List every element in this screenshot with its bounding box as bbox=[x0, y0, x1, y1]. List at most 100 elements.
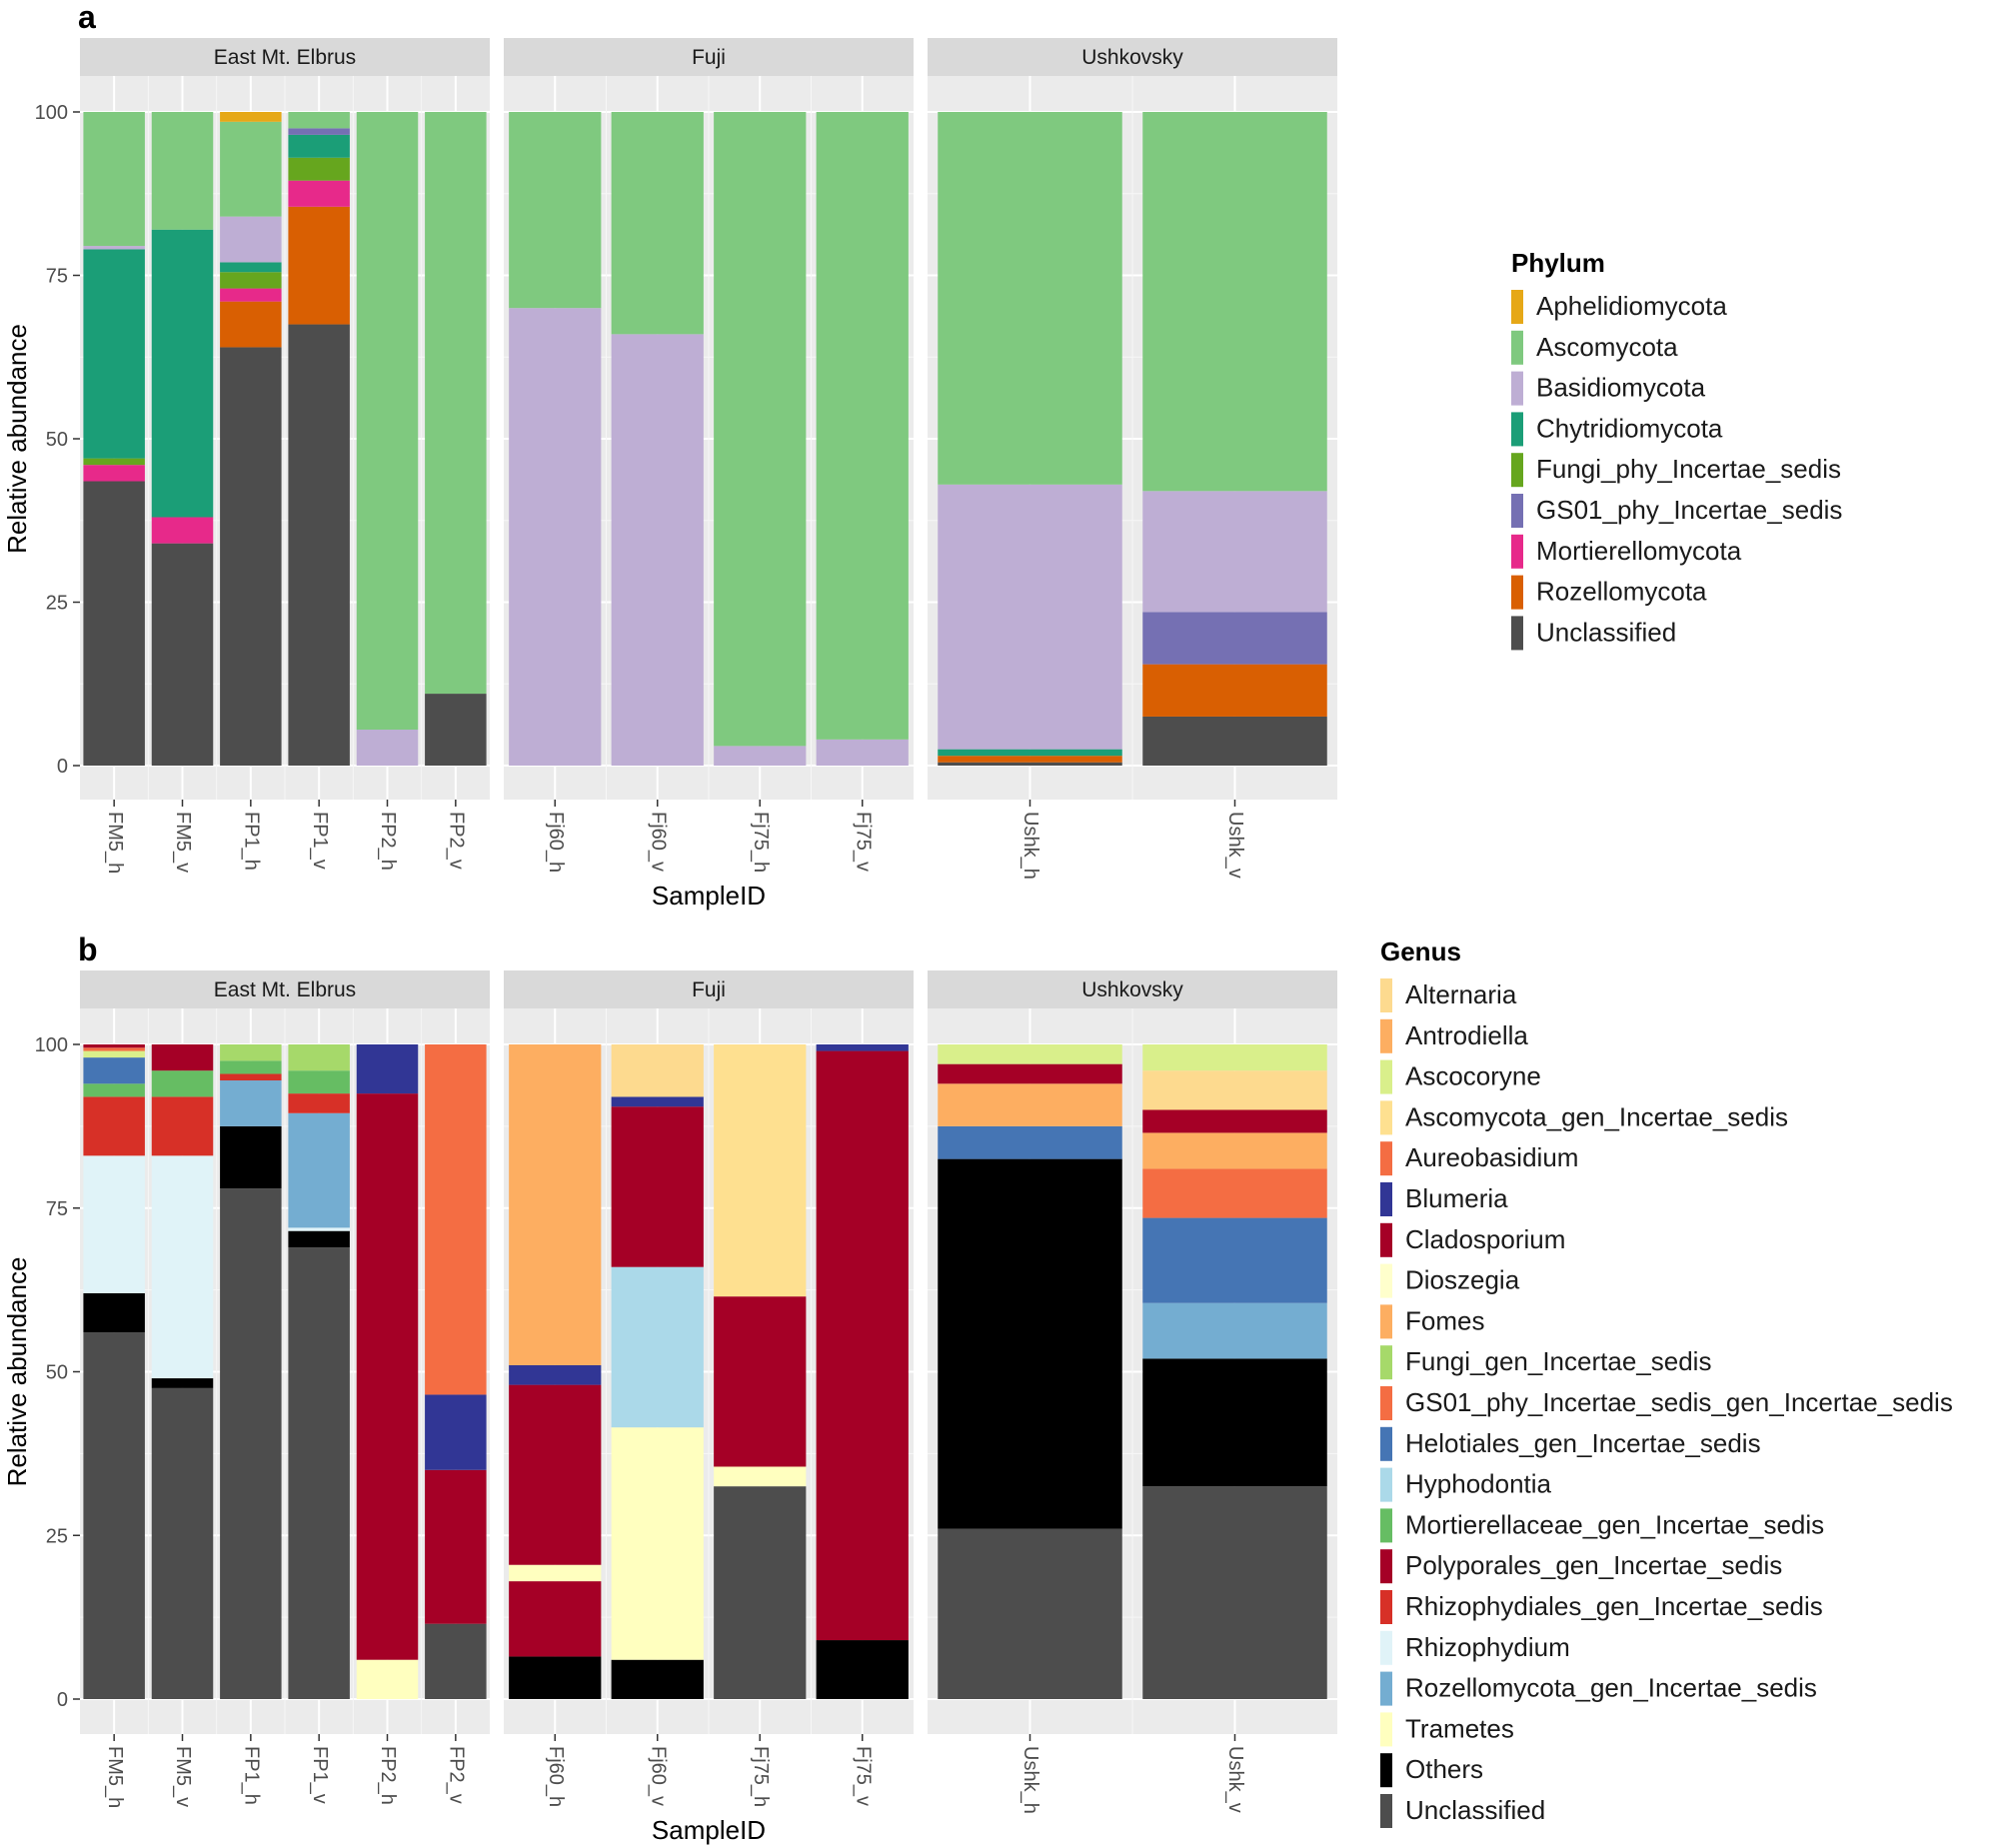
facet-title: Ushkovsky bbox=[1081, 46, 1183, 69]
x-tick-label: FM5_h bbox=[104, 1746, 126, 1808]
bar-segment-ushk-h-rozellomycota bbox=[938, 756, 1122, 763]
facet-fuji: Fuji Fj60_h Fj60_v Fj75_h Fj75_v bbox=[504, 970, 914, 1807]
bar-segment-ushk-v-gs01-phy-incertae-sedis bbox=[1142, 612, 1327, 665]
bar-segment-fp1-v-rhizophydiales-gen-incertae-sedis bbox=[288, 1093, 350, 1113]
bar-segment-fp1-v-mortierellaceae-gen-incertae-sedis bbox=[288, 1070, 350, 1094]
x-tick-label: Fj60_v bbox=[647, 1746, 669, 1806]
legend-swatch bbox=[1511, 412, 1523, 447]
bar-segment-ushk-v-fomes bbox=[1142, 1132, 1327, 1169]
bar-segment-fm5-h-mortierellomycota bbox=[83, 465, 145, 482]
bar-segment-fp1-v-fungi-gen-incertae-sedis bbox=[288, 1044, 350, 1071]
bar-segment-ushk-v-others bbox=[1142, 1358, 1327, 1487]
bar-segment-fm5-h-basidiomycota bbox=[83, 246, 145, 250]
bar-segment-ushk-v-unclassified bbox=[1142, 1486, 1327, 1699]
legend-label: Fomes bbox=[1405, 1305, 1484, 1335]
bar-segment-fm5-v-rhizophydium bbox=[151, 1155, 214, 1379]
facet-title: Fuji bbox=[692, 46, 726, 69]
legend-label: Alternaria bbox=[1405, 979, 1517, 1009]
legend-label: Fungi_phy_Incertae_sedis bbox=[1536, 454, 1841, 484]
bar-segment-ushk-h-basidiomycota bbox=[938, 484, 1122, 750]
bar-segment-fp1-h-rozellomycota-gen-incertae-sedis bbox=[220, 1080, 282, 1126]
bar-segment-fp2-v-unclassified bbox=[425, 1623, 487, 1699]
y-tick-label: 100 bbox=[35, 102, 68, 124]
bar-segment-fp1-h-basidiomycota bbox=[220, 216, 282, 263]
legend-label: Mortierellaceae_gen_Incertae_sedis bbox=[1405, 1509, 1824, 1539]
x-tick-label: Fj75_h bbox=[750, 812, 772, 873]
bar-segment-fm5-v-unclassified bbox=[151, 1387, 214, 1699]
x-axis-title: SampleID bbox=[652, 881, 766, 911]
x-tick-label: Fj75_v bbox=[852, 812, 874, 872]
y-tick-label: 75 bbox=[46, 1198, 68, 1220]
bar-segment-fm5-h-ascomycota bbox=[83, 112, 145, 247]
x-tick-label: Fj60_v bbox=[647, 812, 669, 872]
bar-segment-fj60-h-others bbox=[509, 1656, 602, 1699]
bar-segment-ushk-h-ascomycota bbox=[938, 112, 1122, 485]
legend-label: Cladosporium bbox=[1405, 1224, 1565, 1254]
legend-swatch bbox=[1380, 978, 1392, 1012]
bar-segment-fj60-h-antrodiella bbox=[509, 1044, 602, 1365]
x-tick-label: FP2_h bbox=[377, 812, 399, 871]
x-tick-label: FP2_v bbox=[446, 812, 468, 870]
bar-segment-fm5-h-rhizophydiales-gen-incertae-sedis bbox=[83, 1096, 145, 1156]
x-tick-label: Ushk_h bbox=[1019, 812, 1041, 880]
facet-strip bbox=[80, 970, 490, 1008]
legend-label: Rhizophydium bbox=[1405, 1632, 1570, 1662]
bar-segment-fj60-h-basidiomycota bbox=[509, 308, 602, 766]
bar-segment-fp1-h-aphelidiomycota bbox=[220, 112, 282, 122]
bar-segment-fj75-h-cladosporium bbox=[714, 1296, 807, 1467]
bar-segment-fp1-v-ascomycota bbox=[288, 112, 350, 129]
bar-segment-fp2-v-blumeria bbox=[425, 1394, 487, 1470]
bar-segment-fm5-v-mortierellomycota bbox=[151, 517, 214, 544]
bar-segment-fm5-h-chytridiomycota bbox=[83, 249, 145, 459]
legend-label: Hyphodontia bbox=[1405, 1469, 1552, 1499]
legend-label: Ascomycota_gen_Incertae_sedis bbox=[1405, 1101, 1788, 1131]
legend-swatch bbox=[1511, 330, 1523, 365]
facet-strip bbox=[80, 38, 490, 76]
bar-segment-ushk-h-unclassified bbox=[938, 762, 1122, 766]
x-tick-label: FP1_h bbox=[241, 812, 263, 871]
bar-segment-fp2-h-trametes bbox=[356, 1659, 419, 1699]
legend-swatch bbox=[1380, 1753, 1392, 1788]
bar-segment-fp1-h-rhizophydiales-gen-incertae-sedis bbox=[220, 1073, 282, 1081]
legend-swatch bbox=[1380, 1467, 1392, 1502]
bar-segment-ushk-h-chytridiomycota bbox=[938, 749, 1122, 757]
bar-segment-fp1-h-fungi-gen-incertae-sedis bbox=[220, 1044, 282, 1061]
x-axis-title: SampleID bbox=[652, 1815, 766, 1845]
facet-title: Ushkovsky bbox=[1081, 978, 1183, 1001]
bar-segment-fm5-h-others bbox=[83, 1292, 145, 1333]
bar-segment-fj75-h-trametes bbox=[714, 1466, 807, 1487]
legend-label: Fungi_gen_Incertae_sedis bbox=[1405, 1346, 1711, 1376]
bar-segment-fj60-h-ascomycota bbox=[509, 112, 602, 309]
legend-label: Unclassified bbox=[1405, 1795, 1545, 1825]
bar-segment-ushk-v-basidiomycota bbox=[1142, 491, 1327, 613]
bar-segment-fp2-h-cladosporium bbox=[356, 1093, 419, 1660]
legend-swatch bbox=[1380, 1671, 1392, 1706]
facet-east-mt-elbrus: East Mt. Elbrus FM5_h FM5_v FP1_h FP1_v FP2_h… bbox=[80, 38, 490, 874]
legend-label: Ascomycota bbox=[1536, 332, 1678, 362]
bar-segment-fp1-h-chytridiomycota bbox=[220, 262, 282, 273]
bar-segment-fm5-h-unclassified bbox=[83, 481, 145, 766]
bar-segment-fj75-h-basidiomycota bbox=[714, 746, 807, 766]
bar-segment-ushk-h-others bbox=[938, 1158, 1122, 1529]
bar-segment-fp1-v-others bbox=[288, 1230, 350, 1248]
legend-phylum: Phylum Aphelidiomycota Ascomycota Basidiomy… bbox=[1511, 248, 1842, 651]
bar-segment-fj60-h-trametes bbox=[509, 1564, 602, 1582]
facet-title: East Mt. Elbrus bbox=[214, 978, 356, 1001]
legend-label: Others bbox=[1405, 1754, 1483, 1784]
bar-segment-ushk-v-ascocoryne bbox=[1142, 1044, 1327, 1071]
facet-strip bbox=[928, 38, 1337, 76]
bar-segment-fj75-v-blumeria bbox=[816, 1044, 909, 1051]
bar-segment-fj75-h-unclassified bbox=[714, 1486, 807, 1699]
bar-segment-fj75-v-basidiomycota bbox=[816, 739, 909, 766]
bar-segment-fj60-v-basidiomycota bbox=[611, 334, 704, 766]
y-tick-label: 0 bbox=[57, 756, 68, 778]
bar-segment-fp1-h-ascomycota bbox=[220, 121, 282, 217]
panel-b: b Relative abundance 0 25 50 75 100 East Mt. El… bbox=[2, 931, 1953, 1845]
bar-segment-fj60-v-blumeria bbox=[611, 1096, 704, 1107]
bar-segment-ushk-v-alternaria bbox=[1142, 1070, 1327, 1110]
bar-segment-fm5-v-cladosporium bbox=[151, 1044, 214, 1071]
bar-segment-fp1-v-chytridiomycota bbox=[288, 134, 350, 158]
legend-label: Rozellomycota_gen_Incertae_sedis bbox=[1405, 1673, 1817, 1703]
legend-label: Basidiomycota bbox=[1536, 373, 1706, 403]
